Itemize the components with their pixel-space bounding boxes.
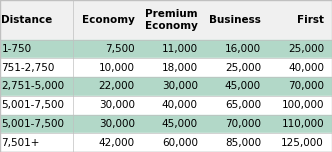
- Bar: [0, 96, 332, 114]
- Text: Business: Business: [209, 15, 261, 25]
- Text: 10,000: 10,000: [99, 63, 135, 73]
- Text: 7,501+: 7,501+: [1, 138, 40, 148]
- Text: 25,000: 25,000: [288, 44, 324, 54]
- Text: First: First: [297, 15, 324, 25]
- Text: 100,000: 100,000: [282, 100, 324, 110]
- Text: 7,500: 7,500: [105, 44, 135, 54]
- Text: 45,000: 45,000: [162, 119, 198, 129]
- Text: Premium
Economy: Premium Economy: [145, 9, 198, 31]
- Text: 30,000: 30,000: [162, 81, 198, 91]
- Text: 11,000: 11,000: [162, 44, 198, 54]
- Text: 30,000: 30,000: [99, 119, 135, 129]
- Text: 25,000: 25,000: [225, 63, 261, 73]
- Text: 40,000: 40,000: [162, 100, 198, 110]
- Text: 751-2,750: 751-2,750: [1, 63, 55, 73]
- Text: 110,000: 110,000: [282, 119, 324, 129]
- Text: Distance: Distance: [1, 15, 52, 25]
- Text: 60,000: 60,000: [162, 138, 198, 148]
- Text: 22,000: 22,000: [99, 81, 135, 91]
- Text: 1-750: 1-750: [1, 44, 32, 54]
- Text: Economy: Economy: [82, 15, 135, 25]
- Bar: [0, 40, 332, 58]
- Text: 65,000: 65,000: [225, 100, 261, 110]
- Text: 45,000: 45,000: [225, 81, 261, 91]
- Bar: [0, 133, 332, 152]
- Bar: [0, 114, 332, 133]
- Text: 70,000: 70,000: [225, 119, 261, 129]
- Bar: [0, 77, 332, 96]
- Text: 42,000: 42,000: [99, 138, 135, 148]
- Bar: [0, 0, 332, 40]
- Bar: [0, 58, 332, 77]
- Text: 5,001-7,500: 5,001-7,500: [1, 119, 64, 129]
- Text: 125,000: 125,000: [281, 138, 324, 148]
- Text: 30,000: 30,000: [99, 100, 135, 110]
- Text: 70,000: 70,000: [288, 81, 324, 91]
- Text: 5,001-7,500: 5,001-7,500: [1, 100, 64, 110]
- Text: 85,000: 85,000: [225, 138, 261, 148]
- Text: 16,000: 16,000: [225, 44, 261, 54]
- Text: 18,000: 18,000: [162, 63, 198, 73]
- Text: 2,751-5,000: 2,751-5,000: [1, 81, 64, 91]
- Text: 40,000: 40,000: [288, 63, 324, 73]
